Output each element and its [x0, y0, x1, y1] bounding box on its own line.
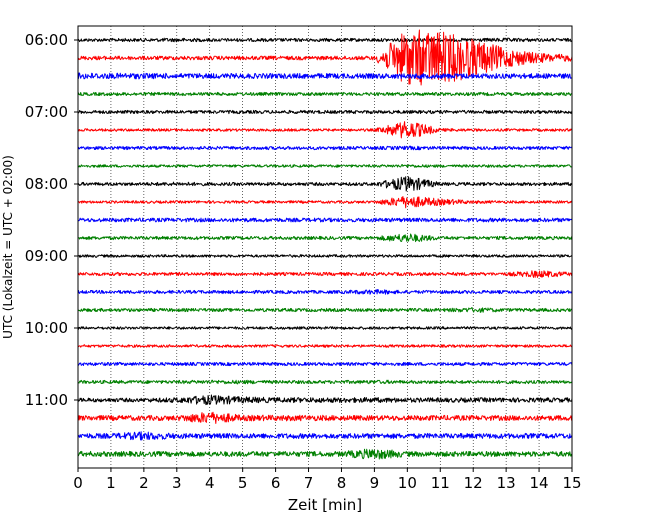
y-tick-label: 06:00	[25, 31, 68, 49]
trace-row-9	[78, 176, 572, 192]
trace-row-24	[78, 448, 572, 460]
trace-row-17	[78, 326, 572, 330]
trace-row-18	[78, 344, 572, 348]
trace-row-13	[78, 254, 572, 258]
x-tick-label: 3	[172, 474, 182, 492]
trace-row-14	[78, 270, 572, 278]
trace-row-1	[78, 37, 572, 43]
x-tick-label: 8	[337, 474, 347, 492]
trace-row-6	[78, 121, 572, 139]
trace-row-15	[78, 289, 572, 295]
x-tick-label: 6	[271, 474, 281, 492]
plot-frame	[77, 25, 573, 469]
trace-row-7	[78, 145, 572, 151]
traces	[78, 29, 572, 460]
x-tick-label: 9	[370, 474, 380, 492]
x-tick-label: 1	[106, 474, 116, 492]
y-tick-label: 07:00	[25, 103, 68, 121]
x-tick-label: 12	[464, 474, 483, 492]
x-tick-label: 7	[304, 474, 314, 492]
trace-row-4	[78, 91, 572, 97]
x-axis-label: Zeit [min]	[288, 496, 362, 514]
trace-row-20	[78, 379, 572, 385]
x-tick-label: 2	[139, 474, 149, 492]
trace-row-22	[78, 411, 572, 424]
trace-row-11	[78, 217, 572, 223]
trace-row-3	[78, 72, 572, 80]
trace-row-2	[78, 29, 572, 86]
x-tick-label: 13	[497, 474, 516, 492]
trace-row-10	[78, 196, 572, 209]
y-tick-label: 10:00	[25, 319, 68, 337]
trace-row-16	[78, 307, 572, 313]
x-tick-label: 10	[398, 474, 417, 492]
x-tick-label: 14	[530, 474, 549, 492]
trace-row-23	[78, 431, 572, 441]
y-tick-label: 09:00	[25, 247, 68, 265]
y-tick-label: 08:00	[25, 175, 68, 193]
trace-row-12	[78, 233, 572, 243]
x-tick-label: 11	[431, 474, 450, 492]
y-tick-label: 11:00	[25, 391, 68, 409]
trace-row-21	[78, 394, 572, 406]
x-tick-label: 4	[205, 474, 215, 492]
x-tick-label: 5	[238, 474, 248, 492]
y-axis: 06:00 07:00 08:00 09:00 10:00 11:00	[25, 31, 78, 409]
trace-row-19	[78, 361, 572, 367]
y-axis-label: UTC (Lokalzeit = UTC + 02:00)	[1, 155, 15, 339]
trace-row-8	[78, 164, 572, 168]
x-axis: 0 1 2 3 4 5 6 7 8 9 10 11 12 13 14 15	[73, 468, 582, 492]
x-tick-label: 15	[562, 474, 581, 492]
x-tick-label: 0	[73, 474, 83, 492]
plot-background	[78, 26, 572, 468]
trace-row-5	[78, 109, 572, 115]
